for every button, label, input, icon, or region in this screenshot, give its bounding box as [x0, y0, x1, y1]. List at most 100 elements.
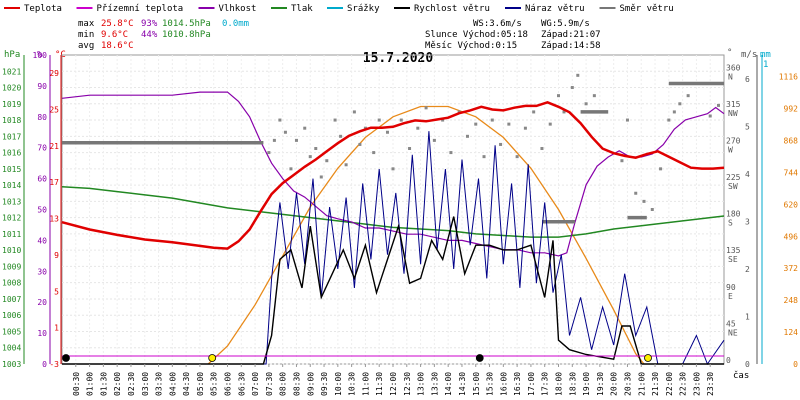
speed-tick-label: 2 — [745, 265, 750, 274]
x-tick-label: 21:00 — [637, 372, 646, 396]
stats-max-hum: 93% — [141, 19, 158, 29]
wind-direction-point — [490, 118, 494, 122]
pressure-tick-label: 1005 — [2, 327, 21, 336]
wind-direction-point — [659, 167, 663, 171]
astro-block: WS:3.6m/s WG:5.9m/s Slunce Východ:05:18 … — [425, 19, 601, 51]
wind-direction-point — [294, 138, 298, 142]
x-tick-label: 01:30 — [99, 372, 108, 396]
wind-direction-point — [557, 94, 560, 98]
legend-label-0: Teplota — [24, 4, 62, 14]
x-tick-label: 16:00 — [499, 372, 508, 396]
x-tick-label: 13:30 — [430, 372, 439, 396]
x-tick-label: 19:30 — [596, 372, 605, 396]
wind-direction-point — [391, 167, 395, 171]
wind-direction-point — [283, 130, 287, 134]
unit-mm: mm — [760, 50, 771, 60]
unit-mm-top: 1 — [763, 60, 768, 70]
stats-max-temp: 25.8°C — [101, 19, 134, 29]
x-tick-label: 03:00 — [141, 372, 150, 396]
direction-name-label: E — [728, 292, 733, 301]
legend-label-5: Rychlost větru — [414, 4, 490, 14]
x-tick-label: 12:30 — [403, 372, 412, 396]
wind-direction-point — [416, 126, 420, 130]
x-tick-label: 11:00 — [361, 372, 370, 396]
pressure-tick-label: 1010 — [2, 246, 21, 255]
direction-name-label: SE — [728, 255, 738, 264]
legend-label-7: Směr větru — [620, 4, 674, 14]
legend-label-6: Náraz větru — [525, 4, 585, 14]
speed-tick-label: 3 — [745, 217, 750, 226]
percent-tick-label: 40 — [37, 236, 47, 245]
pressure-tick-label: 1011 — [2, 230, 21, 239]
x-tick-label: 10:00 — [334, 372, 343, 396]
legend-label-2: Vlhkost — [219, 4, 257, 14]
x-tick-label: 06:30 — [237, 372, 246, 396]
direction-tick-label: 225 — [726, 173, 741, 182]
wind-speed-info: WS:3.6m/s — [473, 19, 522, 29]
x-tick-label: 07:30 — [265, 372, 274, 396]
x-tick-label: 12:00 — [389, 372, 398, 396]
wind-direction-point — [278, 118, 282, 122]
pressure-tick-label: 1015 — [2, 165, 21, 174]
wind-direction-point — [424, 106, 428, 110]
percent-tick-label: 80 — [37, 113, 47, 122]
wind-direction-point — [441, 118, 445, 122]
pressure-tick-label: 1008 — [2, 279, 21, 288]
radiation-tick-label: 248 — [784, 296, 799, 305]
x-tick-label: 08:30 — [293, 372, 302, 396]
wind-direction-point — [515, 155, 519, 159]
wind-direction-point — [432, 138, 436, 142]
radiation-tick-label: 1116 — [779, 73, 798, 82]
wind-direction-point — [686, 94, 690, 98]
wind-direction-point — [716, 103, 720, 107]
x-tick-label: 09:30 — [320, 372, 329, 396]
x-tick-label: 07:00 — [251, 372, 260, 396]
wind-direction-point — [482, 155, 486, 159]
x-tick-label: 10:30 — [348, 372, 357, 396]
legend: Teplota Přízemní teplota Vlhkost Tlak Srážky… — [4, 4, 674, 14]
radiation-tick-label: 744 — [784, 168, 799, 177]
legend-label-3: Tlak — [291, 4, 313, 14]
wind-direction-point — [339, 134, 343, 138]
temp-tick-label: 21 — [49, 142, 59, 151]
x-tick-label: 02:30 — [127, 372, 136, 396]
stats-min-temp: 9.6°C — [101, 30, 128, 40]
sun-set-info: Západ:21:07 — [541, 30, 601, 40]
radiation-tick-label: 620 — [784, 200, 799, 209]
percent-tick-label: 20 — [37, 298, 47, 307]
unit-time: čas — [733, 370, 749, 381]
moon-set-info: Západ:14:58 — [541, 41, 601, 51]
series-temperature — [61, 100, 725, 250]
pressure-tick-label: 1018 — [2, 116, 21, 125]
wind-direction-point — [372, 151, 376, 155]
wind-direction-point — [562, 110, 566, 114]
marker-moon-set — [475, 354, 484, 362]
x-tick-label: 16:30 — [513, 372, 522, 396]
x-tick-label: 17:00 — [527, 372, 536, 396]
stats-max-label: max — [78, 19, 95, 29]
wind-direction-point — [499, 142, 503, 146]
stats-avg-label: avg — [78, 41, 94, 51]
wind-gust-info: WG:5.9m/s — [541, 19, 590, 29]
wind-direction-point — [289, 167, 293, 171]
wind-direction-point — [319, 175, 323, 179]
radiation-tick-label: 868 — [784, 136, 799, 145]
x-tick-label: 23:00 — [692, 372, 701, 396]
percent-tick-label: 0 — [42, 360, 47, 369]
x-axis-labels: 00:30 01:00 01:30 02:00 02:30 03:00 03:30 04:00… — [72, 364, 715, 396]
x-tick-label: 01:00 — [86, 372, 95, 396]
pressure-tick-label: 1007 — [2, 295, 21, 304]
direction-tick-label: 135 — [726, 246, 741, 255]
pressure-tick-label: 1021 — [2, 67, 21, 76]
x-tick-label: 15:30 — [486, 372, 495, 396]
x-tick-label: 11:30 — [375, 372, 384, 396]
stats-block: max 25.8°C 93% 1014.5hPa 0.0mm min 9.6°C… — [78, 19, 249, 51]
series-solar-radiation — [207, 105, 645, 365]
x-tick-label: 13:00 — [417, 372, 426, 396]
pressure-tick-label: 1016 — [2, 149, 21, 158]
x-tick-label: 22:30 — [679, 372, 688, 396]
pressure-tick-label: 1012 — [2, 214, 21, 223]
wind-direction-point — [634, 191, 638, 195]
wind-direction-point — [449, 151, 453, 155]
